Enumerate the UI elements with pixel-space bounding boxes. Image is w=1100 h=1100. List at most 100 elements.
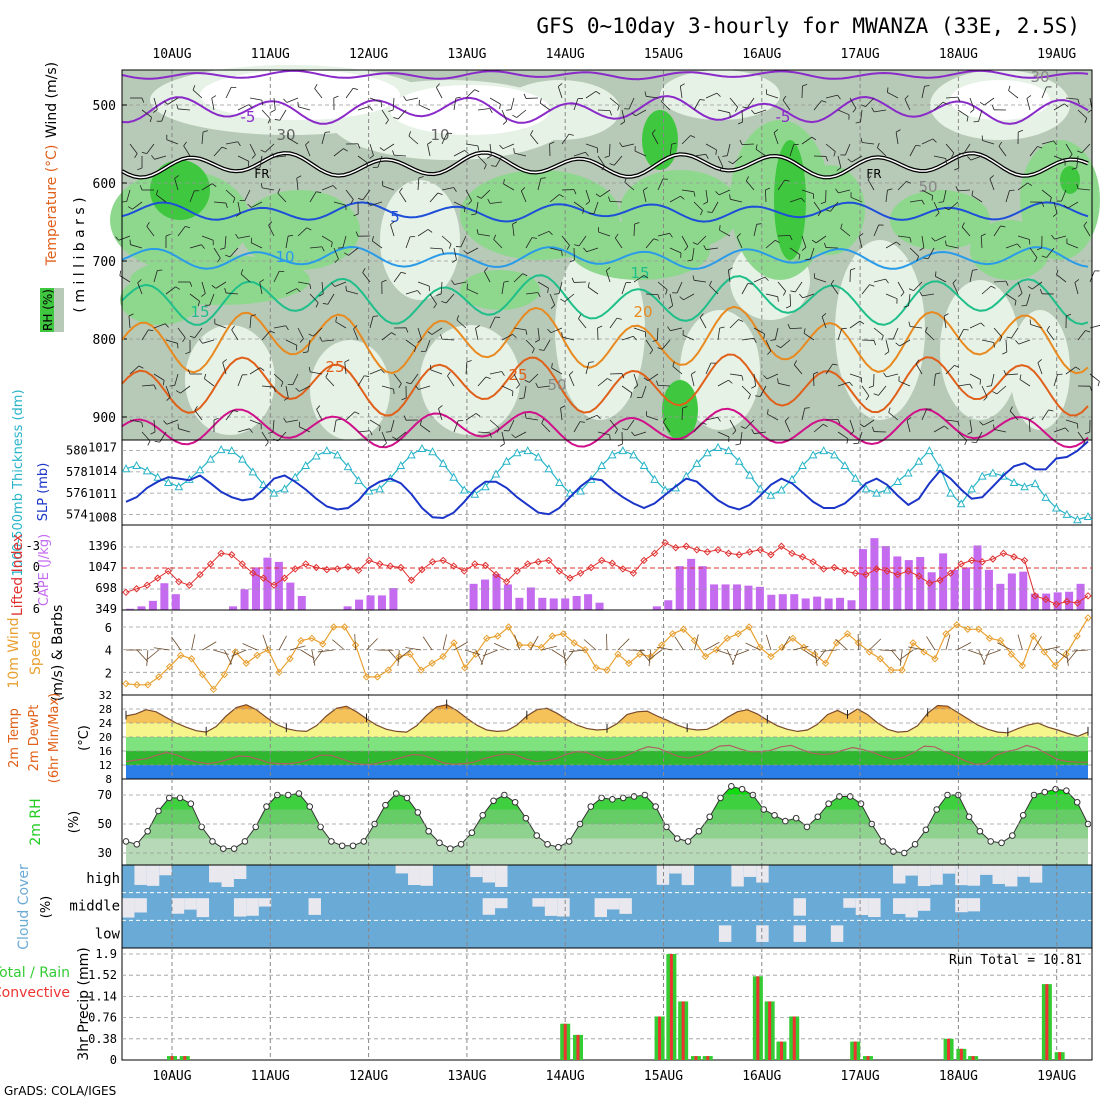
wind-barb bbox=[646, 415, 659, 421]
lifted-line-point bbox=[629, 569, 638, 577]
lifted-line-point bbox=[946, 569, 955, 577]
wind-barb bbox=[345, 189, 354, 200]
wind-speed-line-point bbox=[1051, 661, 1059, 670]
cape-bar bbox=[721, 584, 730, 610]
wind-barb-flag bbox=[699, 313, 704, 318]
wind-barb bbox=[429, 192, 439, 203]
wind-barb-flag bbox=[732, 430, 737, 435]
wind-barb bbox=[178, 428, 191, 433]
cloud-cell-middle bbox=[495, 898, 508, 909]
slp-axis-label: SLP (mb) bbox=[36, 463, 51, 522]
cloud-cell-middle bbox=[134, 898, 147, 913]
wind-barb bbox=[226, 292, 239, 295]
lifted-line-point bbox=[323, 565, 331, 574]
wind-barb bbox=[670, 327, 683, 332]
pressure-tick: 600 bbox=[93, 177, 116, 192]
wind-barb-flag bbox=[908, 321, 911, 327]
wind-barb-flag bbox=[802, 83, 808, 87]
wind-barb bbox=[141, 109, 152, 118]
wind-barb-flag bbox=[141, 422, 144, 428]
date-label-bottom: 19AUG bbox=[1037, 1069, 1076, 1084]
wind-barb-flag bbox=[765, 187, 771, 191]
thickness-tick: 578 bbox=[66, 465, 88, 479]
wind-speed-line-point bbox=[942, 630, 950, 638]
wind-barb bbox=[773, 132, 779, 145]
wind-barb bbox=[417, 281, 430, 287]
wind-barb-flag bbox=[331, 282, 336, 287]
wind-barb-flag bbox=[755, 144, 758, 150]
lifted-line-point bbox=[936, 576, 944, 584]
wind-barb bbox=[1006, 373, 1019, 376]
thickness-line-point bbox=[533, 452, 543, 461]
wind-barb bbox=[1026, 293, 1031, 306]
wind-barb-flag bbox=[1036, 247, 1042, 251]
wind-barb bbox=[621, 385, 633, 394]
wind-barb-flag bbox=[335, 316, 337, 322]
wind-speed-line-point bbox=[166, 662, 174, 671]
wind-barb bbox=[957, 329, 964, 341]
wind-barb-flag bbox=[154, 440, 160, 443]
thickness-line-point bbox=[798, 460, 807, 469]
wind-speed-line-point bbox=[964, 625, 972, 633]
wind-barb-flag bbox=[631, 112, 636, 117]
wind-barb bbox=[447, 375, 455, 387]
cloud-cell-low bbox=[793, 925, 806, 942]
rh-region bbox=[774, 140, 806, 260]
wind-speed-line-point bbox=[133, 681, 141, 689]
wind-barb-flag bbox=[475, 413, 481, 417]
wind-barb bbox=[691, 247, 695, 260]
wind-barb bbox=[153, 419, 156, 432]
wind-barb-10m bbox=[926, 636, 936, 651]
contour-label: 10 bbox=[430, 126, 449, 144]
wind-barb bbox=[777, 234, 791, 237]
thickness-line-point bbox=[618, 446, 628, 455]
rh-region bbox=[460, 270, 540, 310]
rh2m-line-point bbox=[555, 843, 562, 851]
wind-speed-line-point bbox=[690, 636, 699, 645]
wind-barb-flag bbox=[288, 234, 294, 237]
wind-speed-line-point bbox=[461, 664, 469, 672]
wind-barb-flag bbox=[153, 109, 158, 113]
date-label-bottom: 13AUG bbox=[447, 1069, 486, 1084]
contour-label: 25 bbox=[508, 366, 527, 384]
thickness-line-point bbox=[322, 446, 332, 455]
wind-barb-flag bbox=[524, 379, 530, 383]
precip-bar-convective bbox=[1045, 984, 1049, 1060]
wind-barb bbox=[529, 373, 539, 383]
wind-barb bbox=[512, 224, 515, 237]
rh2m-line-point bbox=[1019, 812, 1027, 819]
wind-barb-flag bbox=[201, 293, 206, 297]
rh2m-line-point bbox=[738, 785, 746, 793]
wind-barb-flag bbox=[729, 194, 731, 200]
wind-barb-flag bbox=[141, 151, 147, 154]
wind-barb bbox=[240, 273, 251, 283]
wind-barb bbox=[669, 195, 681, 203]
wind-barb-flag bbox=[233, 410, 239, 413]
thickness-line-point bbox=[1051, 503, 1061, 512]
wind-barb bbox=[357, 155, 368, 164]
thickness-line-point bbox=[248, 467, 258, 476]
wind-speed-line-point bbox=[668, 630, 677, 638]
wind-barb bbox=[1041, 140, 1054, 145]
wind-speed-line-point bbox=[264, 645, 272, 654]
wind-barb-10m bbox=[628, 649, 645, 651]
wind-barb-10m bbox=[530, 635, 539, 651]
precip-bar-convective bbox=[669, 954, 673, 1060]
wind-barb bbox=[957, 155, 960, 168]
wind-barb-flag bbox=[680, 83, 685, 87]
wind-barb-flag bbox=[741, 375, 744, 381]
precip-tick: 1.14 bbox=[88, 989, 117, 1003]
precip-bar-convective bbox=[792, 1016, 796, 1060]
wind-speed-line-point bbox=[209, 685, 218, 694]
thickness-line-point bbox=[629, 450, 638, 459]
rh2m-line-point bbox=[165, 794, 173, 802]
wind-barb bbox=[669, 293, 674, 306]
rh2m-line-point bbox=[328, 838, 335, 845]
cape-bar bbox=[813, 596, 822, 610]
wind-barb bbox=[789, 144, 795, 157]
cloud-cell-middle bbox=[233, 898, 247, 917]
wind-barb bbox=[309, 293, 319, 304]
wind-barb-flag bbox=[221, 146, 227, 150]
wind-barb-flag bbox=[873, 393, 879, 396]
